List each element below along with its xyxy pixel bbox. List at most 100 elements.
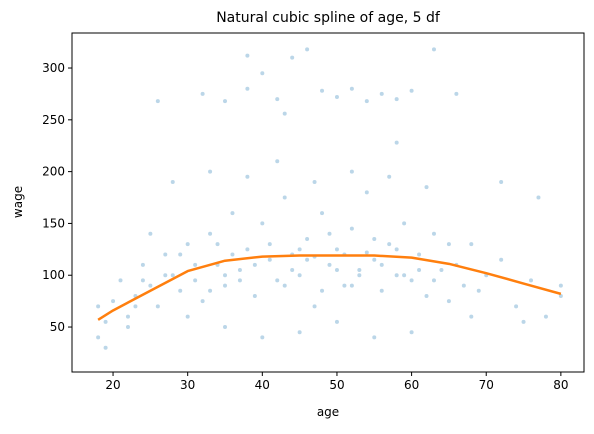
axes-frame [71, 32, 585, 373]
scatter-point [424, 293, 429, 298]
scatter-point [499, 179, 504, 184]
scatter-point [305, 47, 310, 52]
scatter-point [558, 293, 563, 298]
scatter-point [200, 299, 205, 304]
scatter-point [275, 278, 280, 283]
scatter-point [349, 169, 354, 174]
scatter-point [320, 88, 325, 93]
scatter-point [155, 99, 160, 104]
x-tick-label: 80 [553, 378, 568, 392]
scatter-point [417, 252, 422, 257]
scatter-point [334, 319, 339, 324]
scatter-point [357, 273, 362, 278]
scatter-point [327, 262, 332, 267]
scatter-point [252, 293, 257, 298]
scatter-point [417, 268, 422, 273]
x-axis-label: age [317, 405, 339, 419]
scatter-point [320, 211, 325, 216]
scatter-point [357, 268, 362, 273]
scatter-point [185, 314, 190, 319]
scatter-point [409, 330, 414, 335]
scatter-point [245, 174, 250, 179]
x-tick-label: 20 [105, 378, 120, 392]
scatter-point [275, 97, 280, 102]
scatter-point [252, 262, 257, 267]
scatter-point [282, 283, 287, 288]
y-tick-label: 250 [42, 113, 65, 127]
scatter-point [536, 195, 541, 200]
scatter-point [372, 236, 377, 241]
y-tick-label: 50 [50, 320, 65, 334]
x-tick-label: 60 [404, 378, 419, 392]
scatter-point [297, 247, 302, 252]
scatter-point [208, 231, 213, 236]
scatter-point [148, 231, 153, 236]
scatter-point [431, 278, 436, 283]
scatter-point [215, 242, 220, 247]
scatter-point [237, 268, 242, 273]
scatter-point [431, 231, 436, 236]
scatter-point [379, 262, 384, 267]
scatter-point [349, 86, 354, 91]
scatter-point [558, 283, 563, 288]
scatter-point [193, 262, 198, 267]
scatter-point [454, 91, 459, 96]
scatter-point [125, 325, 130, 330]
scatter-point [223, 99, 228, 104]
scatter-point [260, 71, 265, 76]
scatter-point [446, 299, 451, 304]
scatter-point [312, 304, 317, 309]
x-tick-label: 70 [479, 378, 494, 392]
scatter-point [178, 252, 183, 257]
scatter-point [111, 299, 116, 304]
scatter-point [514, 304, 519, 309]
scatter-point [103, 345, 108, 350]
scatter-point [364, 190, 369, 195]
y-tick-label: 150 [42, 216, 65, 230]
scatter-point [230, 252, 235, 257]
scatter-point [297, 273, 302, 278]
scatter-point [193, 278, 198, 283]
scatter-point [499, 257, 504, 262]
scatter-point [394, 247, 399, 252]
scatter-point [402, 221, 407, 226]
scatter-point [208, 169, 213, 174]
scatter-point [267, 242, 272, 247]
scatter-point [155, 304, 160, 309]
scatter-point [327, 231, 332, 236]
scatter-point [133, 304, 138, 309]
scatter-point [245, 247, 250, 252]
scatter-point [372, 257, 377, 262]
scatter-point [96, 304, 101, 309]
scatter-point [305, 236, 310, 241]
plot-area [96, 47, 563, 350]
scatter-point [223, 283, 228, 288]
scatter-point [245, 53, 250, 58]
scatter-point [118, 278, 123, 283]
scatter-point [223, 273, 228, 278]
scatter-point [320, 288, 325, 293]
scatter-point [245, 86, 250, 91]
scatter-point [461, 283, 466, 288]
scatter-point [237, 278, 242, 283]
scatter-point [282, 195, 287, 200]
scatter-point [140, 262, 145, 267]
scatter-point [170, 179, 175, 184]
y-tick-label: 300 [42, 61, 65, 75]
y-tick-label: 100 [42, 268, 65, 282]
scatter-point [290, 55, 295, 60]
scatter-point [178, 288, 183, 293]
x-tick-label: 40 [255, 378, 270, 392]
scatter-point [260, 221, 265, 226]
scatter-point [521, 319, 526, 324]
scatter-point [439, 268, 444, 273]
scatter-point [163, 252, 168, 257]
scatter-point [297, 330, 302, 335]
scatter-point [260, 335, 265, 340]
scatter-point [379, 288, 384, 293]
scatter-point [469, 242, 474, 247]
scatter-point [349, 283, 354, 288]
scatter-point [312, 179, 317, 184]
scatter-point [290, 268, 295, 273]
scatter-point [379, 91, 384, 96]
